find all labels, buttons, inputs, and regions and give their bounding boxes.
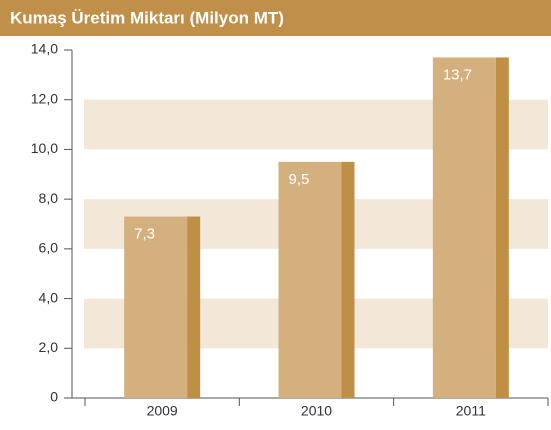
- y-tick-label: 12,0: [31, 90, 58, 106]
- y-tick-label: 10,0: [31, 140, 58, 156]
- bar: [278, 161, 342, 398]
- data-label: 7,3: [134, 226, 155, 243]
- bar-side: [495, 57, 509, 398]
- data-label: 13,7: [443, 66, 472, 83]
- y-tick-label: 6,0: [39, 240, 59, 256]
- bar-side: [187, 216, 201, 398]
- x-tick-label: 2009: [147, 403, 178, 419]
- y-tick-label: 14,0: [31, 41, 58, 57]
- y-tick-label: 2,0: [39, 339, 59, 355]
- bar: [124, 216, 188, 398]
- y-tick-label: 0: [50, 389, 58, 405]
- bar: [432, 57, 496, 398]
- bar-side: [341, 161, 355, 398]
- y-tick-label: 4,0: [39, 289, 59, 305]
- title-bar: [0, 0, 551, 36]
- chart-title: Kumaş Üretim Miktarı (Milyon MT): [10, 8, 284, 27]
- x-tick-label: 2011: [456, 403, 486, 419]
- y-tick-label: 8,0: [39, 190, 59, 206]
- x-tick-label: 2010: [301, 403, 332, 419]
- data-label: 9,5: [289, 171, 310, 188]
